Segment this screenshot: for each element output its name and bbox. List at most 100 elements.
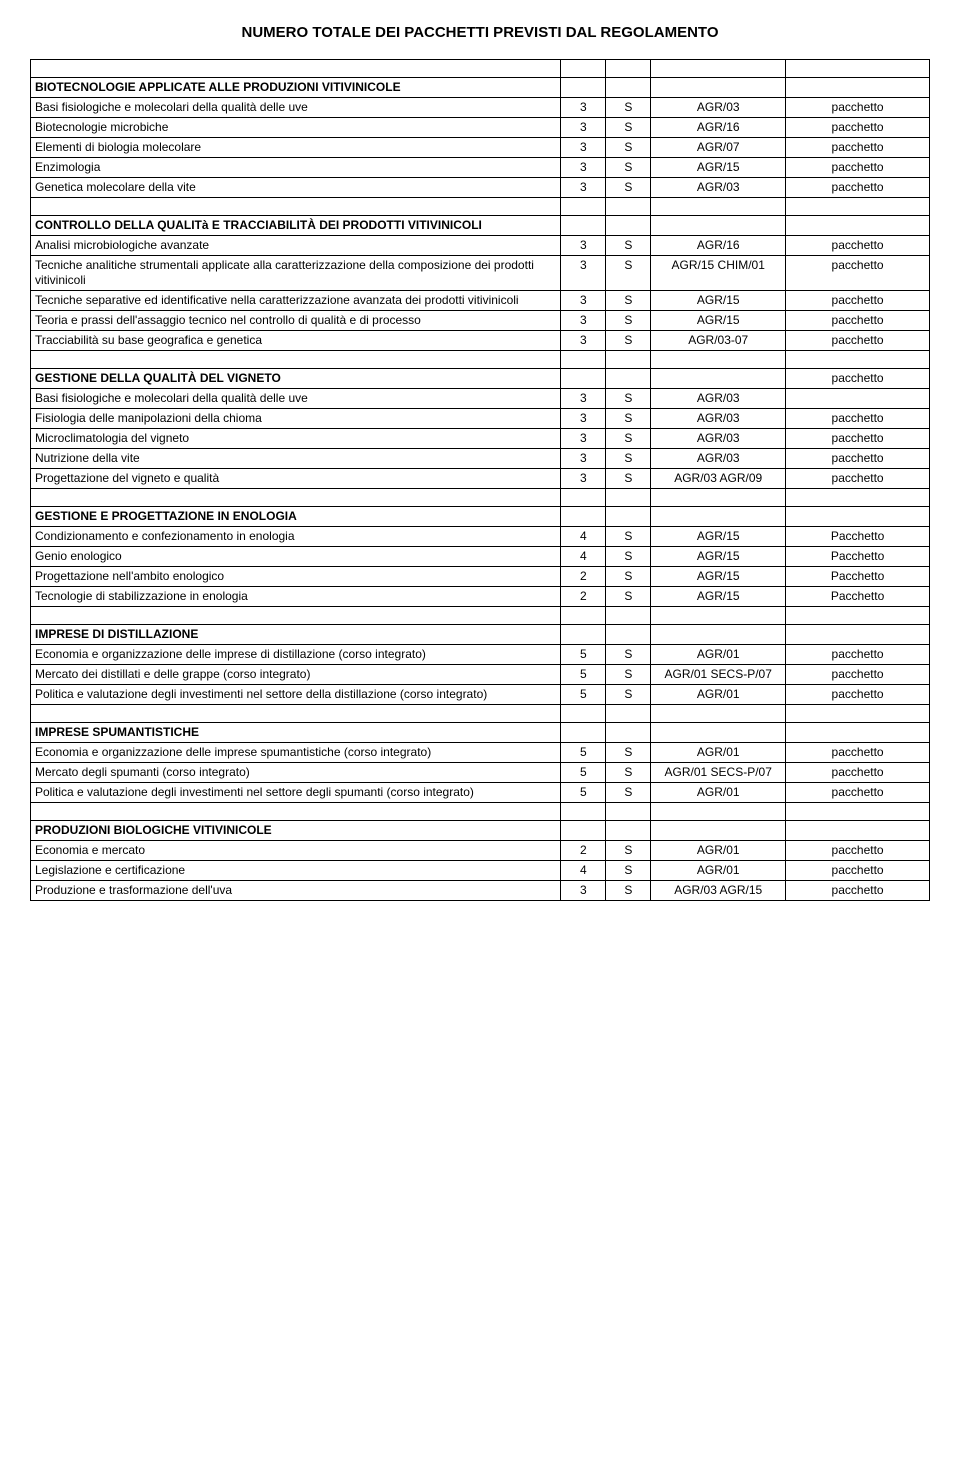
table-cell: Pacchetto xyxy=(786,547,930,567)
table-cell: S xyxy=(606,645,651,665)
table-cell: Tecniche analitiche strumentali applicat… xyxy=(31,256,561,291)
table-cell: Politica e valutazione degli investiment… xyxy=(31,685,561,705)
table-cell xyxy=(786,705,930,723)
table-cell: AGR/15 CHIM/01 xyxy=(651,256,786,291)
table-cell: 2 xyxy=(561,587,606,607)
table-row: Biotecnologie microbiche3SAGR/16pacchett… xyxy=(31,118,930,138)
table-cell: S xyxy=(606,527,651,547)
table-cell: 4 xyxy=(561,861,606,881)
table-cell xyxy=(561,216,606,236)
table-cell xyxy=(786,803,930,821)
table-cell xyxy=(651,198,786,216)
table-cell xyxy=(651,803,786,821)
table-cell: 3 xyxy=(561,118,606,138)
table-cell xyxy=(786,723,930,743)
table-cell: 5 xyxy=(561,645,606,665)
table-cell: AGR/01 SECS-P/07 xyxy=(651,763,786,783)
table-cell xyxy=(561,198,606,216)
table-cell xyxy=(786,78,930,98)
table-cell xyxy=(651,507,786,527)
table-cell: pacchetto xyxy=(786,665,930,685)
table-cell xyxy=(561,625,606,645)
table-row: Politica e valutazione degli investiment… xyxy=(31,783,930,803)
table-cell: pacchetto xyxy=(786,138,930,158)
table-cell: GESTIONE DELLA QUALITÀ DEL VIGNETO xyxy=(31,369,561,389)
table-cell xyxy=(651,607,786,625)
table-cell: 3 xyxy=(561,469,606,489)
table-cell: AGR/03 xyxy=(651,98,786,118)
table-cell xyxy=(606,821,651,841)
table-cell: S xyxy=(606,118,651,138)
table-cell: AGR/01 xyxy=(651,743,786,763)
table-cell: pacchetto xyxy=(786,645,930,665)
table-cell: AGR/03 xyxy=(651,409,786,429)
table-row: IMPRESE SPUMANTISTICHE xyxy=(31,723,930,743)
table-row: Fisiologia delle manipolazioni della chi… xyxy=(31,409,930,429)
table-cell xyxy=(651,489,786,507)
table-cell: S xyxy=(606,685,651,705)
table-cell xyxy=(651,369,786,389)
table-cell xyxy=(651,625,786,645)
table-row: Tecniche analitiche strumentali applicat… xyxy=(31,256,930,291)
table-cell: S xyxy=(606,178,651,198)
table-cell: 3 xyxy=(561,389,606,409)
table-cell: pacchetto xyxy=(786,369,930,389)
table-cell xyxy=(606,351,651,369)
table-cell: 4 xyxy=(561,547,606,567)
table-cell xyxy=(561,507,606,527)
table-cell xyxy=(786,507,930,527)
table-cell: Economia e organizzazione delle imprese … xyxy=(31,645,561,665)
table-row: Condizionamento e confezionamento in eno… xyxy=(31,527,930,547)
table-cell: 3 xyxy=(561,311,606,331)
table-cell: pacchetto xyxy=(786,256,930,291)
table-cell: Analisi microbiologiche avanzate xyxy=(31,236,561,256)
table-cell: S xyxy=(606,861,651,881)
table-cell xyxy=(606,489,651,507)
main-table: BIOTECNOLOGIE APPLICATE ALLE PRODUZIONI … xyxy=(30,59,930,901)
table-row: Teoria e prassi dell'assaggio tecnico ne… xyxy=(31,311,930,331)
table-cell: S xyxy=(606,389,651,409)
table-cell xyxy=(31,198,561,216)
table-cell: 3 xyxy=(561,98,606,118)
table-cell xyxy=(651,351,786,369)
table-cell: AGR/03 xyxy=(651,389,786,409)
table-cell: 3 xyxy=(561,158,606,178)
table-cell: S xyxy=(606,449,651,469)
table-cell: pacchetto xyxy=(786,429,930,449)
table-row: Tecniche separative ed identificative ne… xyxy=(31,291,930,311)
table-row: Basi fisiologiche e molecolari della qua… xyxy=(31,389,930,409)
table-cell: IMPRESE SPUMANTISTICHE xyxy=(31,723,561,743)
table-row: Tracciabilità su base geografica e genet… xyxy=(31,331,930,351)
table-cell: S xyxy=(606,587,651,607)
table-row: Mercato dei distillati e delle grappe (c… xyxy=(31,665,930,685)
table-cell: Genio enologico xyxy=(31,547,561,567)
table-cell: Basi fisiologiche e molecolari della qua… xyxy=(31,389,561,409)
table-cell: BIOTECNOLOGIE APPLICATE ALLE PRODUZIONI … xyxy=(31,78,561,98)
table-cell: S xyxy=(606,547,651,567)
table-cell: Pacchetto xyxy=(786,587,930,607)
table-cell xyxy=(786,821,930,841)
table-cell: pacchetto xyxy=(786,469,930,489)
table-row: Economia e organizzazione delle imprese … xyxy=(31,645,930,665)
table-cell: Legislazione e certificazione xyxy=(31,861,561,881)
table-row: GESTIONE E PROGETTAZIONE IN ENOLOGIA xyxy=(31,507,930,527)
table-cell: AGR/01 xyxy=(651,841,786,861)
table-cell: CONTROLLO DELLA QUALITà E TRACCIABILITÀ … xyxy=(31,216,561,236)
table-cell: Produzione e trasformazione dell'uva xyxy=(31,881,561,901)
table-cell xyxy=(31,351,561,369)
table-cell: Progettazione nell'ambito enologico xyxy=(31,567,561,587)
table-cell xyxy=(31,489,561,507)
table-row: GESTIONE DELLA QUALITÀ DEL VIGNETO pacche… xyxy=(31,369,930,389)
table-cell: S xyxy=(606,743,651,763)
table-cell: AGR/03 AGR/09 xyxy=(651,469,786,489)
table-cell: pacchetto xyxy=(786,881,930,901)
page-title: NUMERO TOTALE DEI PACCHETTI PREVISTI DAL… xyxy=(30,24,930,41)
table-cell: pacchetto xyxy=(786,743,930,763)
table-cell: Economia e mercato xyxy=(31,841,561,861)
table-cell xyxy=(786,351,930,369)
table-cell: AGR/15 xyxy=(651,567,786,587)
table-cell: AGR/15 xyxy=(651,527,786,547)
table-cell xyxy=(31,705,561,723)
table-cell: AGR/01 xyxy=(651,685,786,705)
table-cell: Economia e organizzazione delle imprese … xyxy=(31,743,561,763)
